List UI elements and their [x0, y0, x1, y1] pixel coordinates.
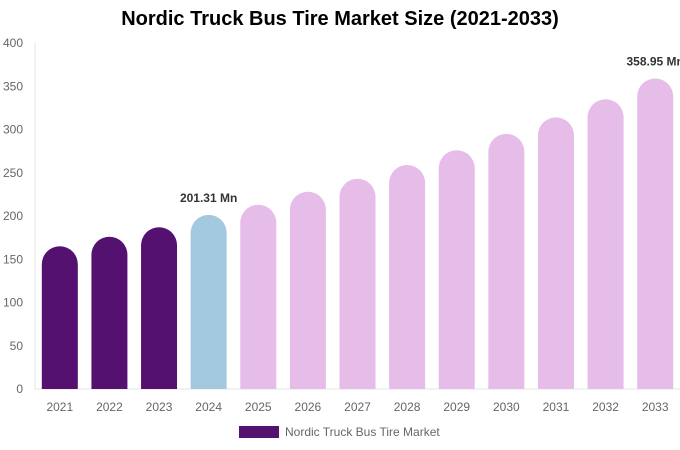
- x-tick-label: 2030: [493, 400, 520, 414]
- legend-label: Nordic Truck Bus Tire Market: [285, 425, 440, 439]
- x-tick-label: 2025: [245, 400, 272, 414]
- y-tick-label: 350: [3, 79, 23, 93]
- x-tick-label: 2022: [96, 400, 123, 414]
- bar-2026: [289, 191, 326, 389]
- y-tick-label: 250: [3, 166, 23, 180]
- y-tick-label: 300: [3, 123, 23, 137]
- bar-2032: [587, 99, 624, 389]
- y-tick-label: 50: [10, 339, 24, 353]
- x-tick-label: 2023: [146, 400, 173, 414]
- bar-2022: [91, 236, 128, 389]
- bar-2029: [438, 150, 475, 389]
- y-tick-label: 200: [3, 209, 23, 223]
- x-tick-label: 2024: [195, 400, 222, 414]
- bar-2024: [190, 214, 227, 389]
- x-tick-label: 2028: [394, 400, 421, 414]
- y-tick-label: 400: [3, 36, 23, 50]
- bar-2028: [389, 164, 426, 389]
- x-tick-label: 2031: [543, 400, 570, 414]
- y-tick-label: 100: [3, 296, 23, 310]
- y-tick-label: 150: [3, 252, 23, 266]
- bar-2027: [339, 178, 376, 389]
- legend[interactable]: Nordic Truck Bus Tire Market: [239, 425, 440, 439]
- data-label: 358.95 Mn: [627, 55, 680, 69]
- legend-swatch: [239, 426, 279, 438]
- chart-title: Nordic Truck Bus Tire Market Size (2021-…: [121, 8, 559, 30]
- bar-2021: [41, 246, 78, 389]
- bar-2025: [240, 204, 277, 389]
- x-tick-label: 2027: [344, 400, 371, 414]
- bar-2033: [637, 78, 674, 390]
- y-tick-label: 0: [16, 382, 23, 396]
- x-tick-label: 2032: [592, 400, 619, 414]
- x-tick-label: 2033: [642, 400, 669, 414]
- bar-2031: [537, 117, 574, 389]
- bar-2023: [141, 227, 178, 389]
- bar-2030: [488, 133, 525, 389]
- x-tick-label: 2021: [46, 400, 73, 414]
- data-label: 201.31 Mn: [180, 191, 237, 205]
- x-tick-label: 2026: [295, 400, 322, 414]
- x-tick-label: 2029: [443, 400, 470, 414]
